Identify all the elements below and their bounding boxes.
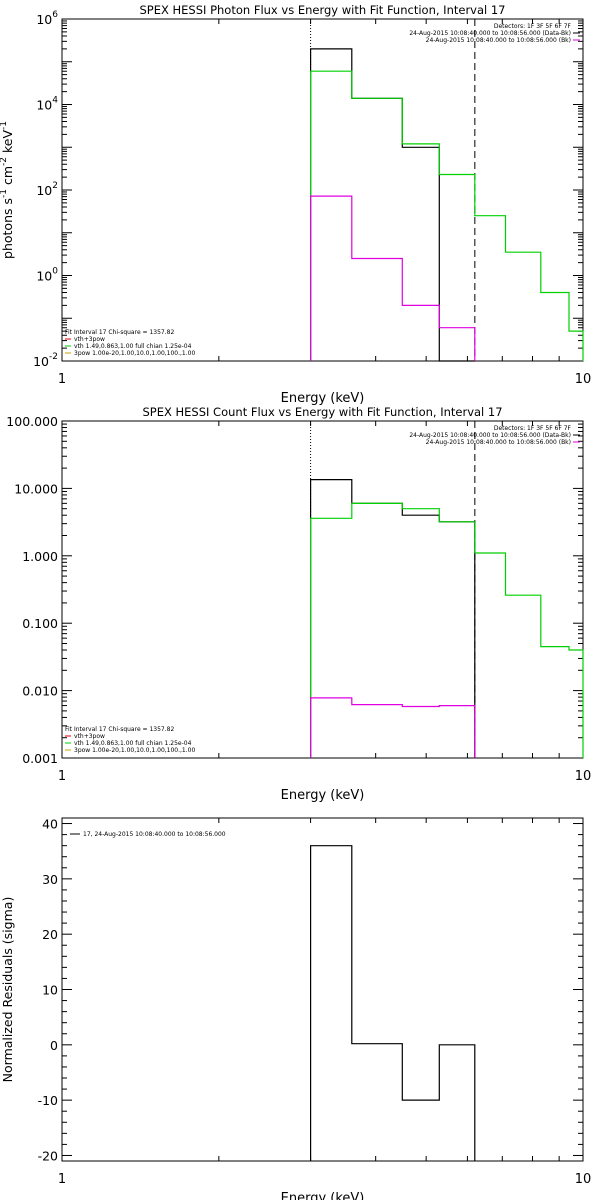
y-tick-label: 10	[42, 983, 58, 998]
y-tick-label: 0.100	[22, 616, 58, 631]
y-tick-label: 104	[36, 96, 58, 113]
y-tick-exponent: 2	[52, 181, 58, 191]
y-tick-label: 10.000	[14, 481, 58, 496]
legend-top-entry: Detectors: 1F 3F 5F 6F 7F	[494, 425, 572, 432]
y-tick-exponent: 4	[52, 96, 58, 106]
legend-bottom-entry: vth 1.49,0.863,1.00 full chian 1.25e-04	[74, 343, 192, 350]
legend-top-entry: 24-Aug-2015 10:08:40.000 to 10:08:56.000…	[426, 439, 571, 446]
y-tick-base: 10	[36, 269, 52, 284]
y-tick-label: 106	[36, 10, 58, 27]
y-tick-exponent: 6	[52, 10, 58, 20]
y-tick-label: -20	[38, 1148, 58, 1163]
x-axis-label: Energy (keV)	[281, 788, 365, 803]
x-tick-label: 10	[575, 372, 592, 387]
y-label-exponent: -2	[0, 157, 9, 166]
chart-panel-2: SPEX HESSI Count Flux vs Energy with Fit…	[6, 405, 591, 803]
y-tick-exponent: -2	[49, 352, 58, 362]
y-tick-label: 20	[42, 927, 58, 942]
plot-frame	[61, 817, 584, 1162]
plot-frame	[61, 18, 584, 362]
chart-panel-1: SPEX HESSI Photon Flux vs Energy with Fi…	[0, 3, 591, 406]
y-tick-label: 0.010	[22, 684, 58, 699]
series-1-step-line	[310, 845, 476, 1161]
legend-bottom-entry: vth 1.49,0.863,1.00 full chian 1.25e-04	[74, 740, 192, 747]
x-axis-label: Energy (keV)	[281, 391, 365, 406]
y-tick-label: 40	[42, 817, 58, 832]
legend-top-entry: 24-Aug-2015 10:08:40.000 to 10:08:56.000…	[409, 30, 571, 37]
y-label-exponent: -1	[0, 121, 9, 130]
legend-top-entry: 24-Aug-2015 10:08:40.000 to 10:08:56.000…	[426, 37, 571, 44]
y-tick-base: 10	[33, 354, 49, 369]
chart-panel-3: 1 10 Energy (keV) -20 -10 0 10 20 30 40 Normalized…	[0, 817, 591, 1200]
y-tick-base: 10	[36, 183, 52, 198]
x-tick-label: 1	[58, 1172, 66, 1187]
chart-title: SPEX HESSI Photon Flux vs Energy with Fi…	[139, 3, 505, 17]
legend-bottom-entry: Fit Interval 17 Chi-square = 1357.82	[65, 329, 174, 336]
y-label-part: Normalized Residuals (sigma)	[0, 897, 15, 1083]
y-tick-label: 100	[36, 267, 58, 284]
y-tick-label: 1.000	[22, 549, 58, 564]
x-tick-label: 1	[58, 769, 66, 784]
y-label-part: cm	[0, 166, 15, 189]
legend-bottom-entry: vth+3pow	[74, 336, 105, 343]
series-2-step-line	[310, 70, 584, 361]
y-tick-label: 0	[50, 1038, 58, 1053]
x-tick-label: 1	[58, 372, 66, 387]
y-label-exponent: -1	[0, 189, 9, 198]
y-tick-label: 100.000	[6, 414, 58, 429]
y-tick-label: 0.001	[22, 751, 58, 766]
series-2-step-line	[310, 502, 584, 758]
y-tick-label: 10-2	[33, 352, 58, 369]
legend-entry: 17, 24-Aug-2015 10:08:40.000 to 10:08:56…	[83, 831, 226, 838]
x-tick-label: 10	[575, 769, 592, 784]
y-tick-exponent: 0	[52, 267, 58, 277]
y-tick-base: 10	[36, 12, 52, 27]
series-1-step-line	[310, 48, 475, 362]
chart-title: SPEX HESSI Count Flux vs Energy with Fit…	[142, 405, 502, 419]
y-tick-label: 30	[42, 872, 58, 887]
legend-bottom-entry: vth+3pow	[74, 733, 105, 740]
legend-top-entry: 24-Aug-2015 10:08:40.000 to 10:08:56.000…	[409, 432, 571, 439]
plot-frame	[61, 420, 584, 759]
legend-bottom-entry: Fit Interval 17 Chi-square = 1357.82	[65, 726, 174, 733]
x-tick-label: 10	[575, 1172, 592, 1187]
y-axis-label: Normalized Residuals (sigma)	[0, 897, 15, 1083]
series-3-step-line	[310, 195, 476, 361]
x-axis-label: Energy (keV)	[281, 1191, 365, 1200]
y-tick-base: 10	[36, 98, 52, 113]
y-tick-label: -10	[38, 1093, 58, 1108]
y-label-part: photons s	[0, 198, 15, 259]
legend-bottom-entry: 3pow 1.00e-20,1.00,10.0,1.00,100.,1.00	[74, 747, 195, 754]
y-axis-label: photons s-1 cm-2 keV-1	[0, 121, 15, 259]
y-label-part: keV	[0, 130, 15, 157]
y-tick-label: 102	[36, 181, 58, 198]
legend-top-entry: Detectors: 1F 3F 5F 6F 7F	[494, 23, 572, 30]
series-3-step-line	[310, 697, 476, 758]
legend-bottom-entry: 3pow 1.00e-20,1.00,10.0,1.00,100.,1.00	[74, 350, 195, 357]
